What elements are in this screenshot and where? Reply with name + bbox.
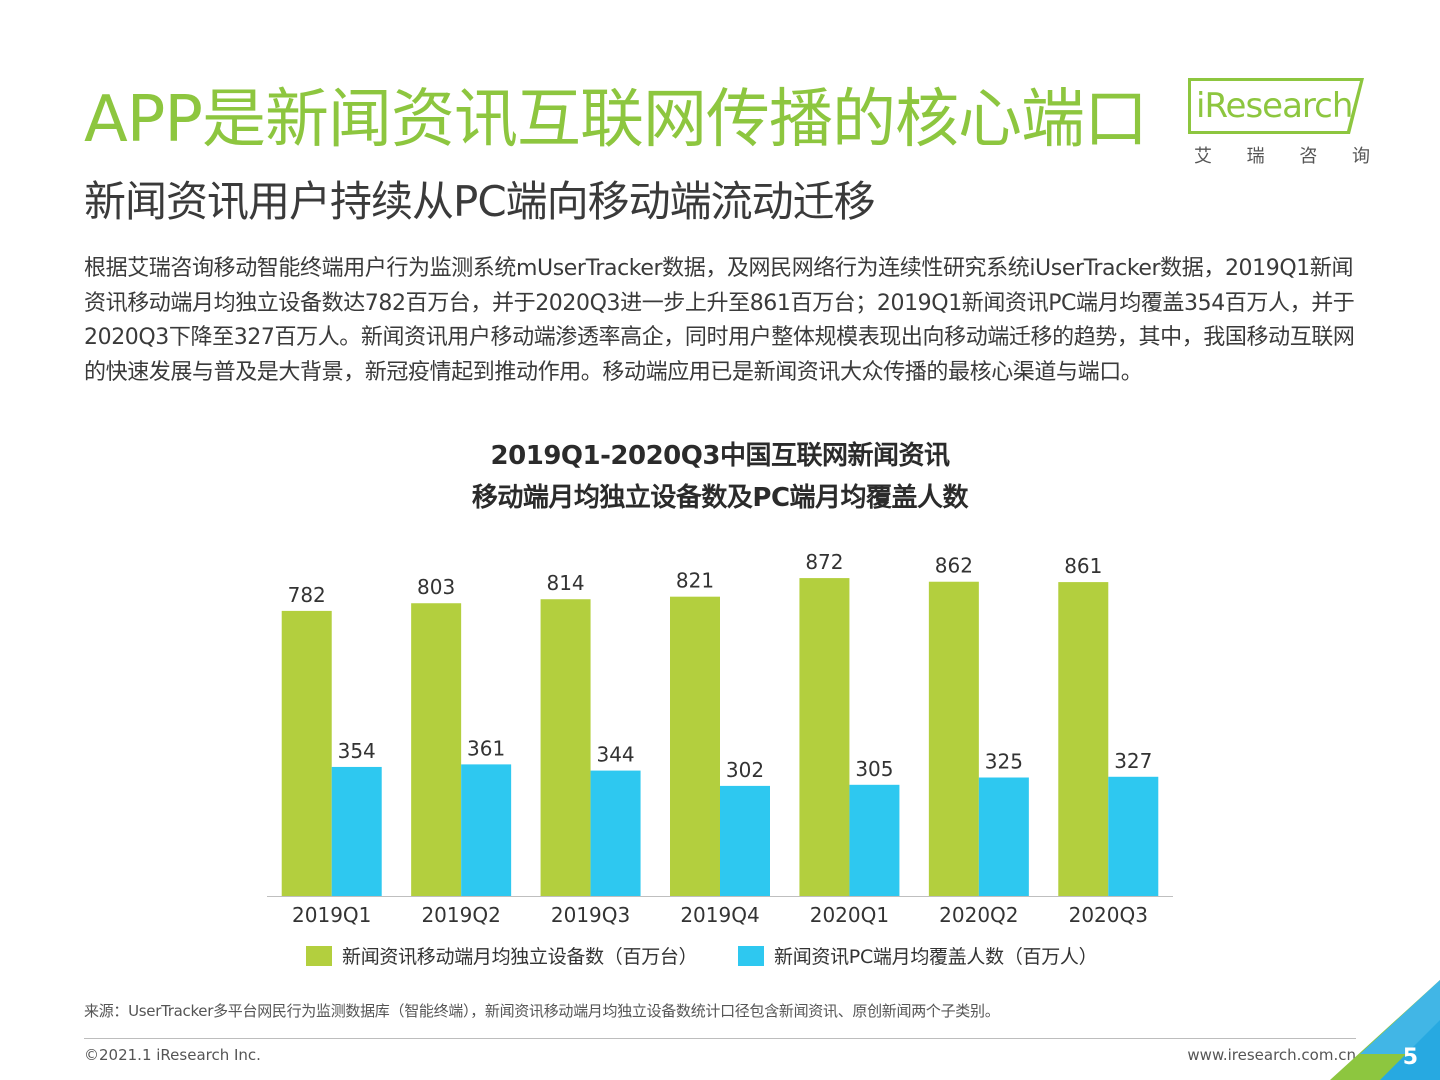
page-subtitle: 新闻资讯用户持续从PC端向移动端流动迁移 [84,177,876,226]
source-note: 来源：UserTracker多平台网民行为监测数据库（智能终端），新闻资讯移动端… [84,1002,1000,1020]
data-label: 782 [288,583,326,607]
bar-mobile [1058,582,1109,896]
logo-chinese-name: 艾 瑞 咨 询 [1194,142,1370,168]
data-label: 861 [1064,554,1102,578]
body-paragraph: 根据艾瑞咨询移动智能终端用户行为监测系统mUserTracker数据，及网民网络… [84,256,1355,385]
iresearch-logo: iResearch 艾 瑞 咨 询 [1188,76,1378,168]
x-tick-label: 2020Q3 [1069,903,1148,927]
bar-mobile [928,581,979,896]
logo-badge-shape [1188,78,1364,134]
bar-pc [1108,776,1159,896]
logo-cn-char: 艾 [1194,146,1212,167]
bar-mobile [540,599,591,896]
logo-brand-text: iResearch [1196,86,1353,126]
x-tick-label: 2020Q1 [810,903,889,927]
legend-item-mobile: 新闻资讯移动端月均独立设备数（百万台） [306,942,698,969]
logo-cn-char: 咨 [1299,146,1318,167]
x-tick-label: 2020Q2 [939,903,1018,927]
data-label: 354 [338,739,376,763]
data-label: 862 [935,554,973,578]
bar-pc [461,764,512,896]
data-label: 327 [1114,749,1152,773]
logo-cn-char: 询 [1351,146,1370,167]
data-label: 814 [546,571,584,595]
x-tick-label: 2019Q1 [292,903,371,927]
legend-label-mobile: 新闻资讯移动端月均独立设备数（百万台） [342,946,698,968]
bar-pc [849,784,900,896]
bar-mobile [281,610,332,896]
legend-item-pc: 新闻资讯PC端月均覆盖人数（百万人） [738,942,1098,969]
bar-mobile [670,596,720,896]
corner-decoration-icon [1330,980,1440,1080]
data-label: 344 [596,743,634,767]
bar-mobile [799,578,850,896]
x-tick-label: 2019Q3 [551,903,630,927]
data-label: 361 [467,736,505,760]
bar-pc [720,785,770,896]
footer-divider [84,1038,1356,1039]
legend-label-pc: 新闻资讯PC端月均覆盖人数（百万人） [774,946,1098,968]
data-label: 305 [855,757,893,781]
data-label: 325 [985,750,1023,774]
chart-title-line2: 移动端月均独立设备数及PC端月均覆盖人数 [471,483,969,513]
logo-cn-char: 瑞 [1246,146,1265,167]
legend-swatch-mobile [306,945,332,966]
website-link[interactable]: www.iresearch.com.cn [1187,1046,1356,1064]
bar-pc [331,766,382,896]
data-label: 803 [417,575,455,599]
data-label: 821 [676,569,714,593]
page-number: 5 [1402,1045,1418,1070]
bar-pc [978,777,1029,896]
x-tick-label: 2019Q4 [680,903,759,927]
data-label: 302 [726,758,764,782]
bar-mobile [411,603,462,896]
legend-swatch-pc [738,945,764,966]
x-tick-label: 2019Q2 [421,903,500,927]
copyright: ©2021.1 iResearch Inc. [84,1046,261,1064]
data-label: 872 [805,550,843,574]
chart-title-line1: 2019Q1-2020Q3中国互联网新闻资讯 [490,441,950,471]
page-title: APP是新闻资讯互联网传播的核心端口 [84,83,1148,157]
bar-pc [590,770,641,896]
